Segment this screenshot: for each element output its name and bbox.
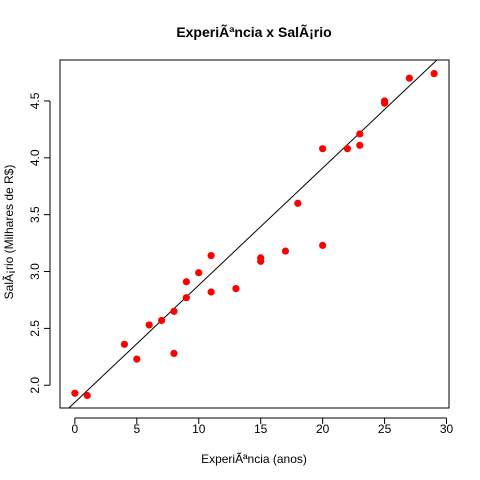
data-point (380, 97, 389, 105)
data-point (356, 141, 364, 149)
data-point (145, 321, 153, 329)
data-point (430, 70, 438, 78)
data-point (207, 252, 215, 260)
data-point (405, 74, 413, 82)
plot-layer: 0 5 10 15 20 25 30 2.0 2.5 3.0 3.5 4.0 4.5 (28, 59, 454, 436)
plot-frame (59, 59, 450, 409)
data-point (71, 389, 79, 397)
data-point (281, 247, 290, 255)
data-point (157, 316, 166, 325)
data-point (133, 355, 141, 363)
x-tick-label: 10 (192, 422, 206, 436)
x-tick-label: 25 (378, 422, 392, 436)
data-point (232, 284, 240, 293)
y-tick-label: 4.5 (28, 92, 42, 109)
data-point (319, 145, 327, 153)
data-point (170, 349, 178, 358)
data-point (319, 241, 327, 249)
data-point (207, 288, 215, 296)
x-tick-label: 20 (316, 422, 330, 436)
data-point (257, 257, 265, 265)
data-point (356, 130, 364, 138)
y-tick-label: 3.5 (28, 206, 42, 223)
data-point (195, 269, 203, 277)
x-tick-label: 15 (254, 422, 268, 436)
data-point (343, 145, 352, 153)
data-point (294, 199, 302, 207)
y-tick-label: 3.0 (28, 263, 42, 280)
y-tick-label: 2.0 (28, 377, 42, 394)
y-tick-label: 2.5 (28, 320, 42, 337)
x-tick-label: 5 (133, 422, 140, 436)
x-tick-label: 0 (72, 422, 79, 436)
x-axis-label: ExperiÃªncia (anos) (201, 452, 307, 466)
data-point (83, 391, 91, 400)
x-tick-label: 30 (440, 422, 454, 436)
y-axis-label: SalÃ¡rio (Milhares de R$) (2, 165, 16, 300)
chart-title: ExperiÃªncia x SalÃ¡rio (176, 23, 331, 40)
regression-line (68, 60, 438, 408)
y-tick-label: 4.0 (28, 149, 42, 166)
data-point (182, 278, 190, 286)
data-point (182, 294, 190, 302)
data-point (120, 340, 129, 348)
data-point (170, 307, 178, 315)
